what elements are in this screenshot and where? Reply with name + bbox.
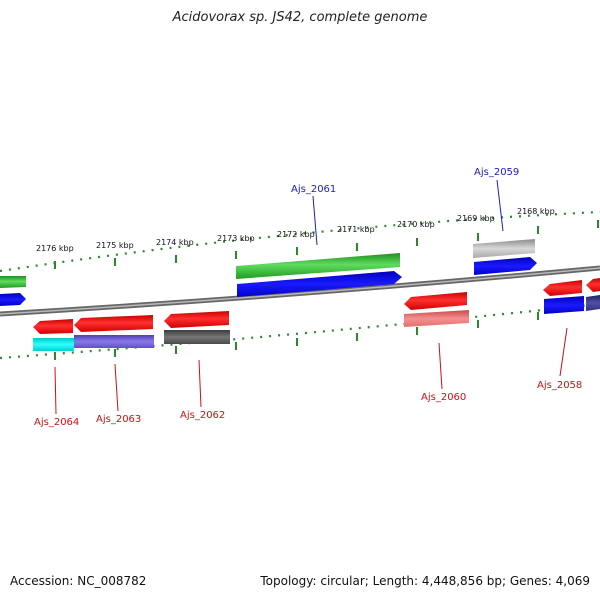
forward-strand-genes (0, 239, 537, 306)
gene-label-ajs-2063[interactable]: Ajs_2063 (96, 414, 141, 425)
scale-label-2175: 2175 kbp (96, 241, 134, 250)
gene-feature[interactable] (74, 315, 153, 332)
inner-major-ticks (54, 312, 539, 360)
gene-label-ajs-2062[interactable]: Ajs_2062 (180, 410, 225, 421)
gene-label-ajs-2064[interactable]: Ajs_2064 (34, 417, 79, 428)
scale-label-2169: 2169 kbp (457, 214, 495, 223)
reverse-strand-genes (33, 278, 600, 351)
scale-label-2168: 2168 kbp (517, 207, 555, 216)
map-title: Acidovorax sp. JS42, complete genome (172, 10, 428, 25)
gene-feature-ajs-2064[interactable] (33, 338, 74, 351)
gene-feature-ajs-2061[interactable] (236, 253, 400, 279)
gene-feature[interactable] (164, 311, 229, 328)
gene-feature-ajs-2059[interactable] (473, 239, 535, 258)
gene-feature-ajs-2062[interactable] (164, 330, 230, 344)
gene-label-ajs-2061[interactable]: Ajs_2061 (291, 184, 336, 195)
scale-label-2176: 2176 kbp (36, 244, 74, 253)
scale-labels: 2176 kbp 2175 kbp 2174 kbp 2173 kbp 2172… (36, 207, 555, 253)
gene-feature-ajs-2063[interactable] (74, 335, 154, 348)
gene-feature[interactable] (543, 280, 582, 296)
scale-label-2174: 2174 kbp (156, 238, 194, 247)
gene-feature-ajs-2058[interactable] (544, 296, 584, 314)
gene-feature[interactable] (33, 319, 73, 334)
accession-text: Accession: NC_008782 (10, 574, 147, 588)
gene-feature[interactable] (586, 295, 600, 311)
gene-feature-ajs-2060[interactable] (404, 310, 469, 327)
gene-labels: Ajs_2061 Ajs_2059 Ajs_2064 Ajs_2063 Ajs_… (34, 167, 582, 428)
genome-summary-text: Topology: circular; Length: 4,448,856 bp… (260, 574, 590, 588)
gene-label-ajs-2060[interactable]: Ajs_2060 (421, 392, 466, 403)
scale-label-2170: 2170 kbp (397, 220, 435, 229)
gene-feature[interactable] (586, 278, 600, 292)
gene-feature[interactable] (404, 292, 467, 310)
gene-feature[interactable] (474, 257, 537, 275)
gene-feature[interactable] (0, 293, 26, 306)
gene-feature[interactable] (0, 276, 26, 288)
scale-label-2171: 2171 kbp (337, 225, 375, 234)
scale-label-2173: 2173 kbp (217, 234, 255, 243)
gene-label-ajs-2058[interactable]: Ajs_2058 (537, 380, 582, 391)
gene-feature[interactable] (237, 271, 402, 297)
outer-major-ticks (54, 220, 599, 269)
scale-label-2172: 2172 kbp (277, 230, 315, 239)
gene-label-ajs-2059[interactable]: Ajs_2059 (474, 167, 519, 178)
label-leaders (54, 179, 568, 415)
